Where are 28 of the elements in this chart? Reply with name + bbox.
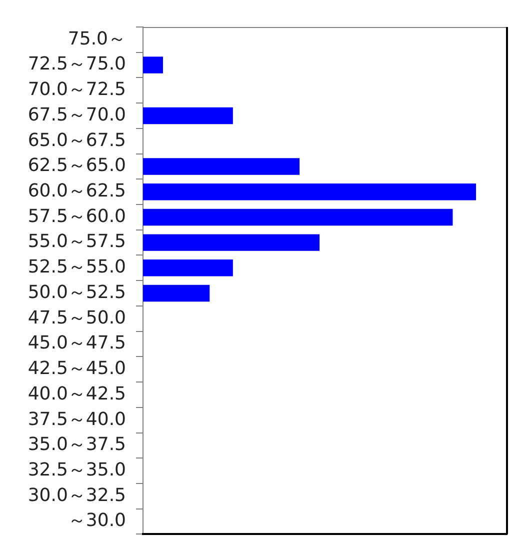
y-tick-label: 72.5～75.0 xyxy=(28,54,126,75)
y-tick-label: 70.0～72.5 xyxy=(28,79,126,100)
y-tick-label: 62.5～65.0 xyxy=(28,155,126,176)
bar xyxy=(143,56,163,74)
y-tick-label: 37.5～40.0 xyxy=(28,408,126,430)
y-tick-label: 52.5～55.0 xyxy=(28,256,126,278)
bar xyxy=(143,234,320,251)
bar xyxy=(143,284,210,302)
y-tick-label: 67.5～70.0 xyxy=(28,104,126,126)
y-tick-label: 47.5～50.0 xyxy=(28,307,126,328)
y-tick-label: 40.0～42.5 xyxy=(28,383,126,404)
y-tick-label: ～30.0 xyxy=(68,510,126,532)
y-tick-label: 57.5～60.0 xyxy=(28,206,126,227)
y-tick-label: 75.0～ xyxy=(68,28,126,50)
y-tick-label: 42.5～45.0 xyxy=(28,358,126,380)
y-tick-label: 45.0～47.5 xyxy=(28,332,126,354)
bar xyxy=(143,107,233,124)
bar xyxy=(143,158,300,175)
y-tick-label: 65.0～67.5 xyxy=(28,130,126,151)
y-tick-label: 55.0～57.5 xyxy=(28,231,126,252)
y-tick-label: 32.5～35.0 xyxy=(28,459,126,480)
y-tick-label: 30.0～32.5 xyxy=(28,484,126,506)
bar xyxy=(143,208,453,226)
bar xyxy=(143,183,476,200)
y-tick-label: 60.0～62.5 xyxy=(28,180,126,202)
y-tick-label: 50.0～52.5 xyxy=(28,282,126,303)
bar xyxy=(143,260,233,276)
y-tick-label: 35.0～37.5 xyxy=(28,434,126,456)
